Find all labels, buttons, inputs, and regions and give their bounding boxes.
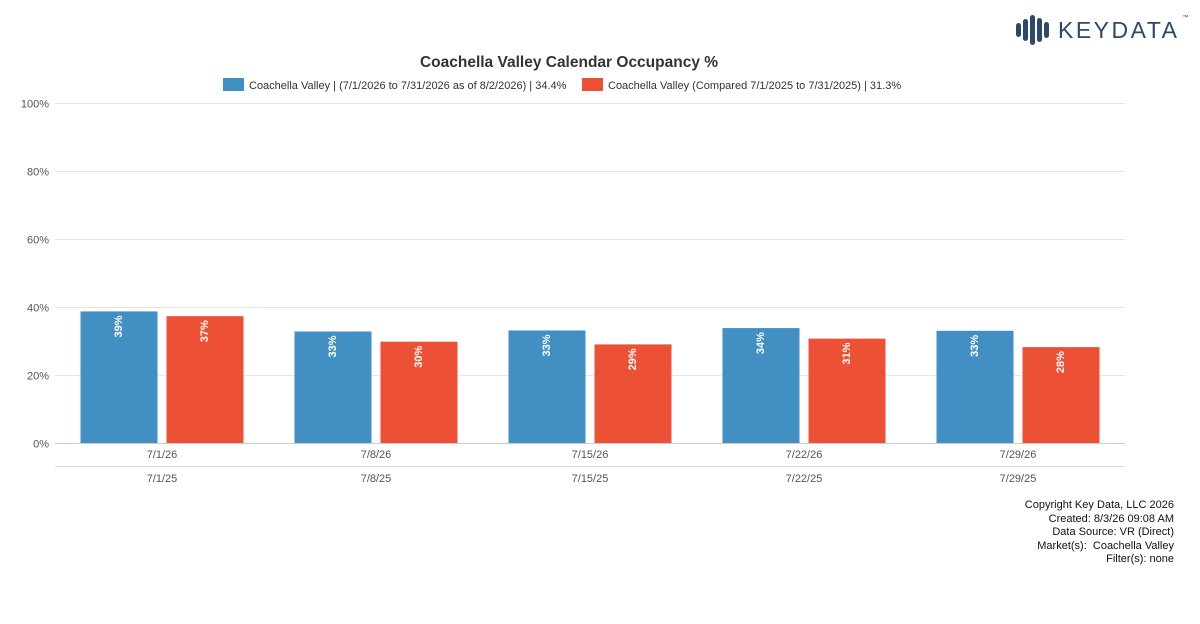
y-tick-label: 0% [33,439,49,451]
legend-item-2025[interactable]: Coachella Valley (Compared 7/1/2025 to 7… [582,78,901,92]
gridlines [55,103,1125,444]
bar[interactable] [722,328,800,443]
bar[interactable] [594,344,672,443]
bar[interactable] [294,331,372,443]
legend-label-2026: Coachella Valley | (7/1/2026 to 7/31/202… [249,80,567,92]
legend-label-2025: Coachella Valley (Compared 7/1/2025 to 7… [608,80,901,92]
bar[interactable] [936,330,1014,443]
y-tick-label: 40% [27,303,49,315]
trademark-symbol: ™ [1182,14,1189,21]
footer-filters: Filter(s): none [1106,553,1174,565]
bar[interactable] [80,311,158,443]
report-footer: Copyright Key Data, LLC 2026 Created: 8/… [1025,499,1174,567]
bar-data-labels: 39% 37% 33% 30% 33% 29% 34% 31% 33% 28% [113,315,1067,373]
x-tick-label-secondary: 7/8/25 [361,473,392,485]
x-tick-label-secondary: 7/29/25 [1000,473,1037,485]
x-tick-label-primary: 7/1/26 [147,449,178,461]
bar[interactable] [508,330,586,443]
y-axis: 0% 20% 40% 60% 80% 100% [21,99,49,451]
occupancy-bar-chart: Coachella Valley Calendar Occupancy % Co… [21,54,1125,485]
x-axis: 7/1/26 7/1/25 7/8/26 7/8/25 7/15/26 7/15/25 7/… [55,449,1125,485]
footer-created: Created: 8/3/26 09:08 AM [1048,512,1174,525]
bar-data-label: 37% [199,320,211,342]
x-tick-label-primary: 7/29/26 [1000,449,1037,461]
y-tick-label: 60% [27,235,49,247]
legend-swatch-2026 [223,78,244,91]
y-tick-label: 80% [27,167,49,179]
keydata-logo: KEYDATA ™ [1015,12,1189,48]
footer-markets: Market(s): Coachella Valley [1037,539,1174,552]
x-tick-label-primary: 7/22/26 [786,449,823,461]
legend-item-2026[interactable]: Coachella Valley | (7/1/2026 to 7/31/202… [223,78,567,92]
bar-data-label: 33% [969,335,981,357]
bar[interactable] [166,316,244,443]
bar-data-label: 30% [413,345,425,367]
legend-swatch-2025 [582,78,603,91]
chart-title: Coachella Valley Calendar Occupancy % [420,54,718,71]
bar-data-label: 28% [1055,351,1067,373]
x-tick-label-primary: 7/8/26 [361,449,392,461]
footer-copyright: Copyright Key Data, LLC 2026 [1024,499,1174,511]
y-tick-label: 100% [21,99,49,111]
bar[interactable] [1022,347,1100,443]
y-tick-label: 20% [27,371,49,383]
legend: Coachella Valley | (7/1/2026 to 7/31/202… [223,78,901,92]
bar-data-label: 34% [755,332,767,354]
bar-data-label: 39% [113,315,125,337]
bar[interactable] [380,341,458,443]
x-tick-label-primary: 7/15/26 [572,449,609,461]
x-tick-label-secondary: 7/15/25 [572,473,609,485]
bar-data-label: 33% [541,334,553,356]
footer-data-source: Data Source: VR (Direct) [1052,526,1174,538]
x-tick-label-secondary: 7/22/25 [786,473,823,485]
bars [80,311,1100,443]
x-tick-label-secondary: 7/1/25 [147,473,178,485]
bar[interactable] [808,338,886,443]
brand-name: KEYDATA ™ [1058,14,1189,43]
bar-data-label: 29% [627,348,639,370]
bar-data-label: 31% [841,342,853,364]
bar-data-label: 33% [327,335,339,357]
bar-chart-logo-icon [1016,15,1049,45]
